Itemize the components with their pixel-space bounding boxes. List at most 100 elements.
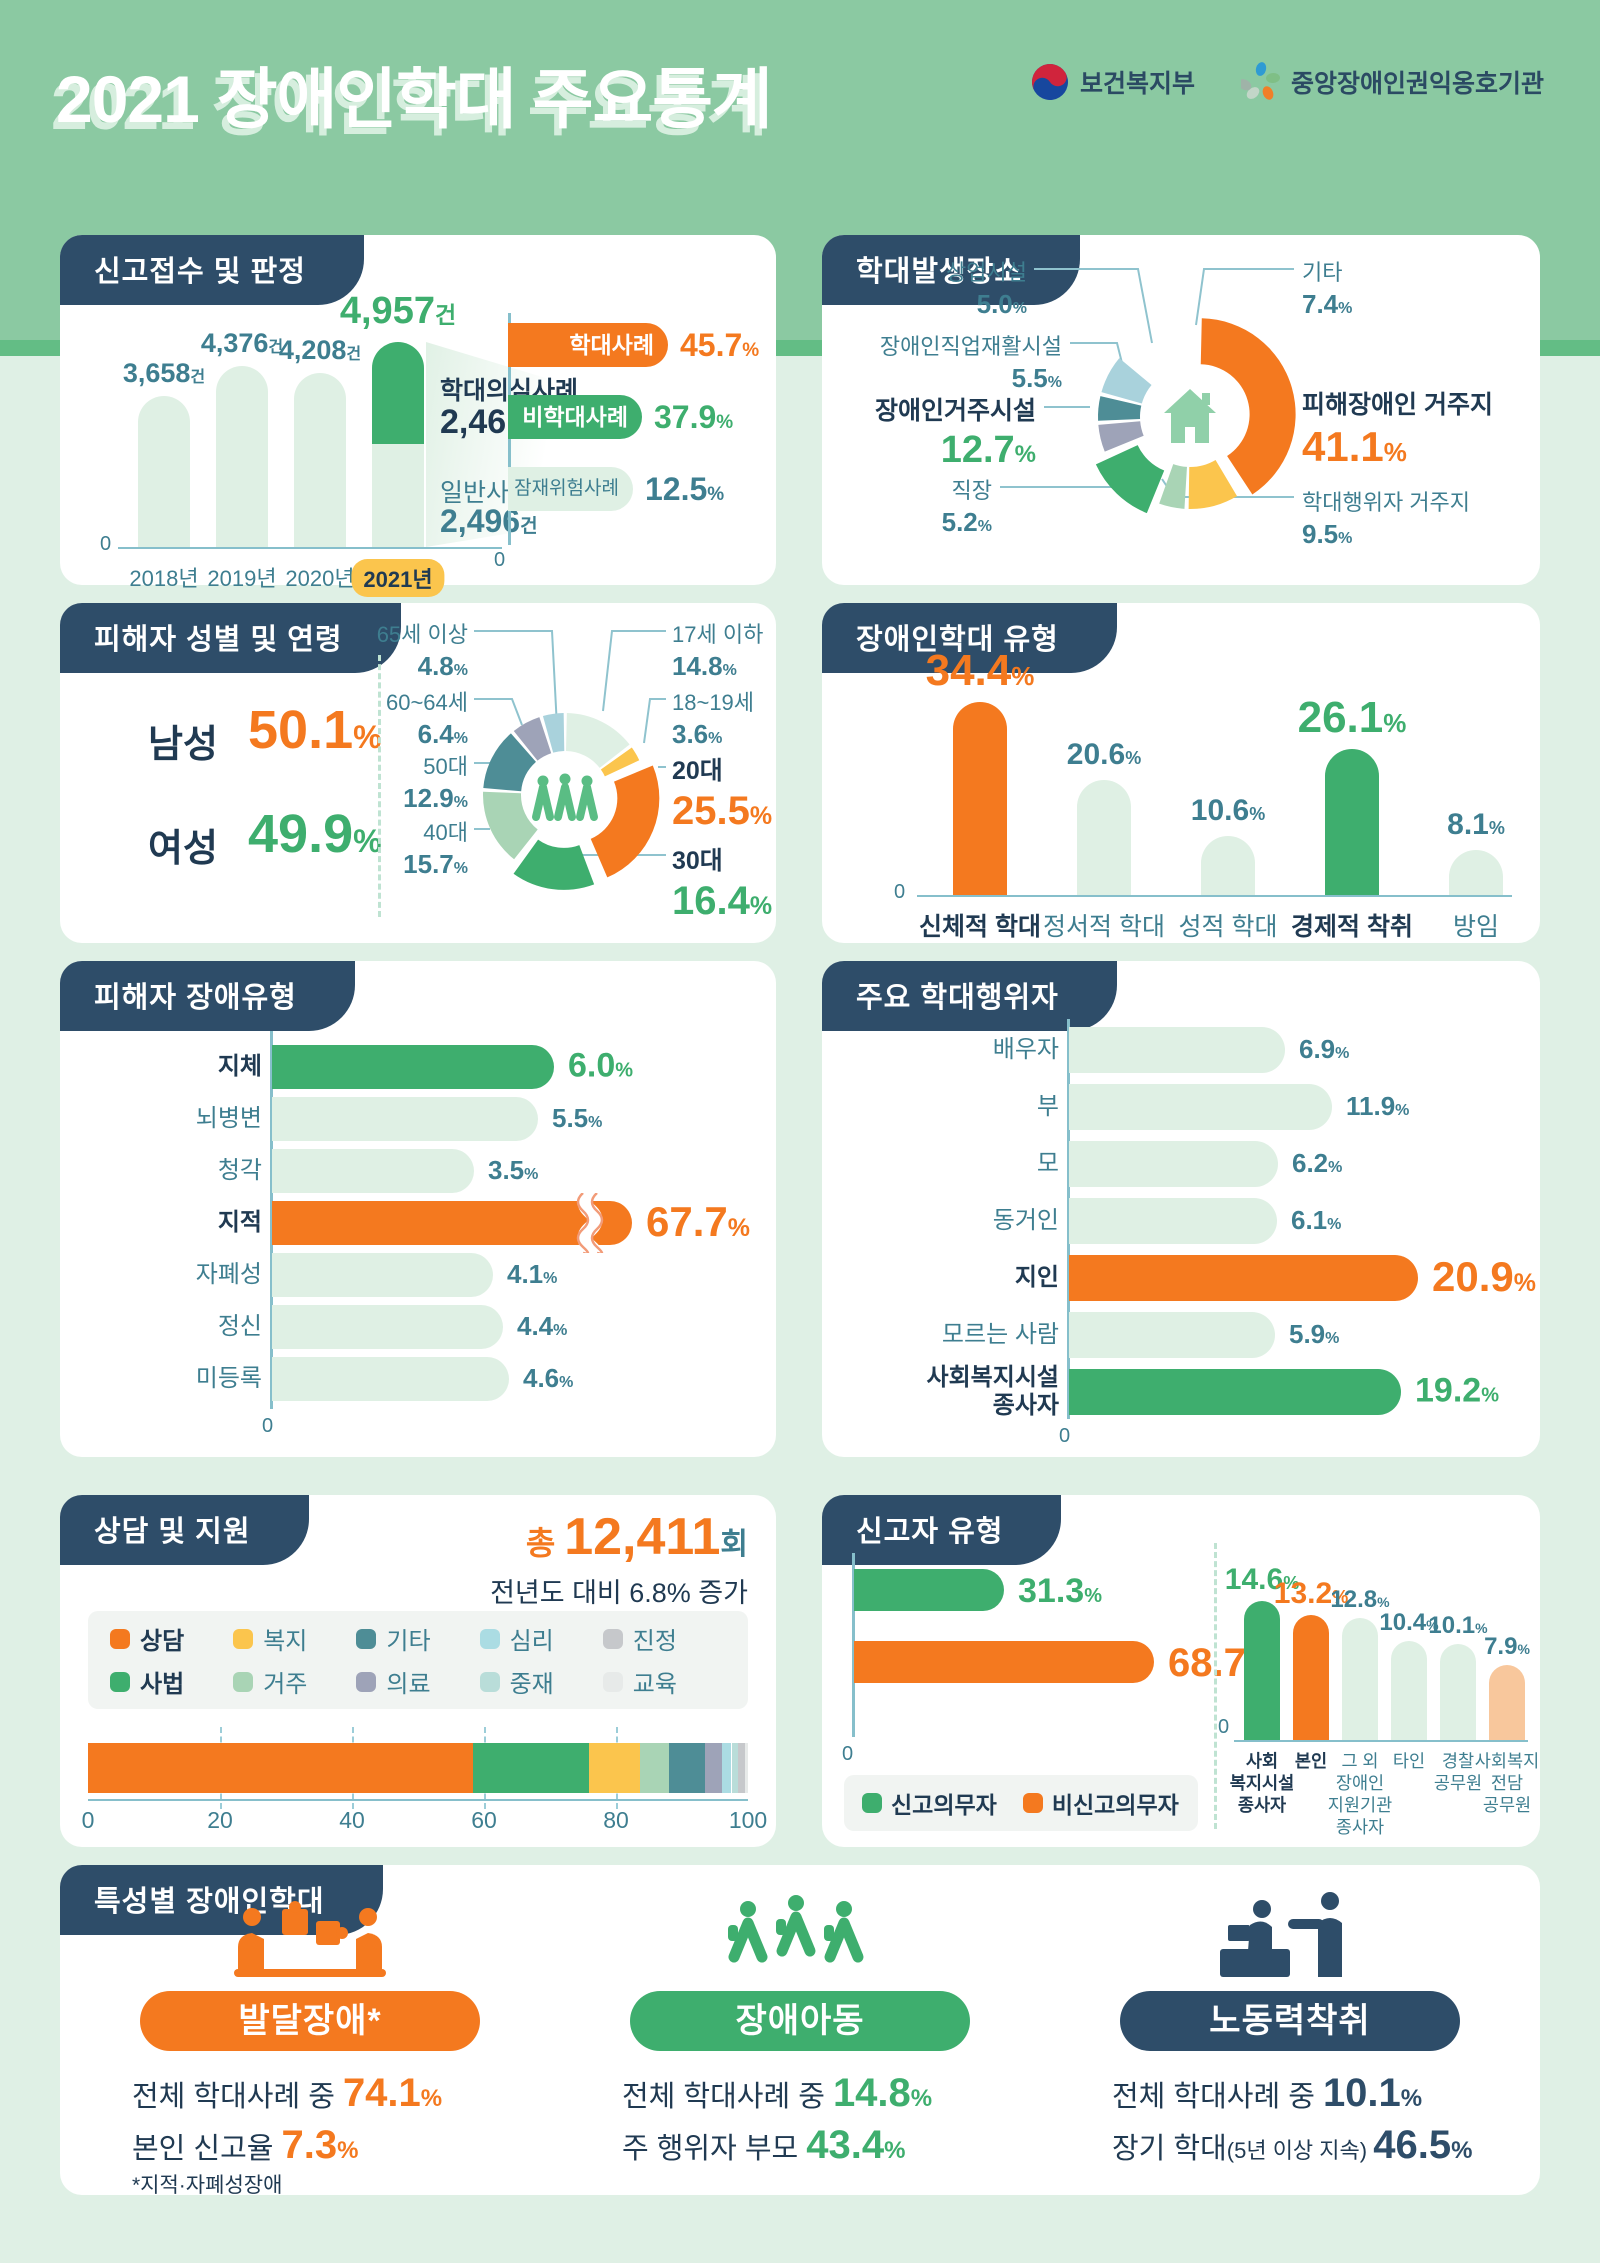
- legend-item: 기타: [356, 1621, 479, 1656]
- legend-swatch: [602, 1671, 623, 1692]
- reporter-bar: [854, 1569, 1004, 1611]
- donut-segment: [513, 717, 552, 761]
- axis-tick-label: 80: [603, 1807, 629, 1833]
- row-value: 4.4%: [517, 1310, 568, 1341]
- column-bar: [1325, 749, 1379, 895]
- row-label: 배우자: [992, 1036, 1059, 1063]
- mohw-emblem-icon: [1030, 62, 1070, 102]
- legend-swatch: [602, 1628, 623, 1649]
- row-bar: [1069, 1198, 1277, 1244]
- bar: [294, 373, 346, 547]
- legend-swatch: [233, 1671, 254, 1692]
- counsel-legend: 상담 사법 복지 거주 기타 의료 심리 중재 진정 교육: [88, 1611, 748, 1709]
- icon-head: [740, 1901, 756, 1917]
- panel-disability-body: 0 지체 6.0% 뇌병변 5.5% 청각 3.5% 지적 67.7% 자폐성 4.1% 정신 4.4%…: [60, 961, 776, 1457]
- column-label: 신체적 학대: [919, 913, 1041, 941]
- row-bar: [272, 1357, 509, 1401]
- row-label: 모: [1036, 1150, 1059, 1177]
- legend-item: 사법: [110, 1664, 233, 1699]
- panel-reporter-body: 031.3%68.7%신고의무자비신고의무자014.6%사회복지시설종사자13.…: [822, 1495, 1540, 1847]
- column-value: 14.6%: [1224, 1563, 1300, 1596]
- axis-tick-label: 40: [339, 1807, 365, 1833]
- row-value: 67.7%: [646, 1198, 750, 1246]
- axis-tick-label: 20: [207, 1807, 233, 1833]
- icon-puzzle-knob: [289, 1901, 301, 1913]
- panel-place: 학대발생장소 피해장애인 거주지 41.1% 학대행위자 거주지 9.5% 직장 5.2%…: [822, 235, 1540, 585]
- row-bar: [272, 1201, 632, 1245]
- row-label: 자폐성: [195, 1261, 262, 1288]
- card-pill: 발달장애*: [140, 1991, 480, 2051]
- counsel-total: 총 12,411회: [525, 1508, 748, 1566]
- stacked-segment: [705, 1743, 722, 1793]
- panel-abuser: 주요 학대행위자 0 배우자 6.9% 부 11.9% 모 6.2% 동거인 6.1% 지인 20.…: [822, 961, 1540, 1457]
- column-value: 10.6%: [1190, 794, 1266, 827]
- icon-head: [836, 1901, 852, 1917]
- panel-disability: 피해자 장애유형 0 지체 6.0% 뇌병변 5.5% 청각 3.5% 지적 67.7% 자폐성 4…: [60, 961, 776, 1457]
- donut-segment: [1200, 318, 1296, 495]
- column-bar: [1077, 780, 1131, 895]
- squiggle-edge: [590, 1193, 604, 1253]
- children-icon: [728, 1895, 864, 1963]
- donut-segment: [483, 791, 538, 860]
- icon-body: [238, 1933, 264, 1969]
- leader-line: [474, 698, 523, 726]
- row-label: 청각: [217, 1157, 262, 1184]
- panel-victim: 피해자 성별 및 연령 남성 50.1% 여성 49.9% 17세 이하 14.8% 18~…: [60, 603, 776, 943]
- house-chimney: [1202, 393, 1210, 405]
- stacked-segment: [731, 1743, 739, 1793]
- legend-swatch: [862, 1793, 882, 1813]
- donut-segment: [1101, 358, 1152, 404]
- axis-break-squiggle: [576, 1193, 604, 1253]
- gender-value: 50.1%: [248, 700, 382, 760]
- column-label: 정서적 학대: [1043, 913, 1165, 941]
- row-bar: [1069, 1369, 1401, 1415]
- legend-item: 교육: [602, 1664, 726, 1699]
- callout-general-value: 2,496건: [440, 503, 538, 539]
- legend-item: 의료: [356, 1664, 479, 1699]
- icon-bag: [728, 1925, 738, 1941]
- place-label-2: 직장 5.2%: [941, 478, 992, 537]
- column-label: 경제적 착취: [1291, 913, 1413, 941]
- leader-line: [1195, 268, 1294, 326]
- reporter-bar: [854, 1641, 1154, 1683]
- axis-zero: 0: [262, 1415, 274, 1437]
- panel-report-body: 0 3,658건 2018년 4,376건 2019년 4,208건 2020년 4,957건…: [60, 235, 776, 597]
- panel-counsel: 상담 및 지원 총 12,411회 전년도 대비 6.8% 증가 상담 사법 복지 거주 기…: [60, 1495, 776, 1847]
- people-icon: [532, 773, 598, 821]
- row-value: 4.1%: [507, 1258, 558, 1289]
- reporter-legend: 신고의무자 비신고의무자: [844, 1775, 1198, 1831]
- donut-segment: [1097, 396, 1142, 421]
- row-bar: [1069, 1141, 1278, 1187]
- row-label: 모르는 사람: [941, 1321, 1059, 1348]
- bar-value: 4,208건: [278, 335, 362, 365]
- column-value: 13.2%: [1273, 1577, 1349, 1610]
- stacked-segment: [738, 1743, 745, 1793]
- place-label-4: 장애인직업재활시설 5.5%: [879, 334, 1062, 393]
- column-value: 12.8%: [1330, 1586, 1390, 1613]
- axis-zero: 0: [100, 533, 112, 555]
- legend-item: 상담: [110, 1621, 233, 1656]
- column-label: 경찰 공무원: [1433, 1751, 1483, 1793]
- donut-segment: [513, 839, 595, 890]
- panel-place-body: 피해장애인 거주지 41.1% 학대행위자 거주지 9.5% 직장 5.2% 장애인거주시설…: [822, 235, 1540, 585]
- advocacy-emblem-icon: [1240, 62, 1281, 102]
- age-label-1: 18~19세 3.6%: [672, 690, 755, 749]
- squiggle-edge: [576, 1193, 590, 1253]
- page-title: 2021 장애인학대 주요통계: [56, 46, 773, 142]
- legend-item: 신고의무자: [862, 1786, 997, 1820]
- place-label-3: 장애인거주시설 12.7%: [874, 397, 1036, 471]
- icon-table: [234, 1969, 386, 1977]
- row-value: 3.5%: [488, 1154, 539, 1185]
- icon-puzzle: [316, 1921, 340, 1945]
- donut-segment: [542, 713, 565, 753]
- person-head: [537, 775, 549, 787]
- donut-segment: [566, 713, 630, 768]
- card-row: 본인 신고율 7.3%: [132, 2123, 359, 2167]
- column-label: 타인: [1392, 1751, 1426, 1771]
- row-value: 5.5%: [552, 1102, 603, 1133]
- x-axis-line: [118, 547, 502, 549]
- legend-swatch: [356, 1628, 377, 1649]
- row-value: 4.6%: [523, 1362, 574, 1393]
- axis-tick-label: 100: [728, 1807, 768, 1833]
- row-value: 5.9%: [1289, 1318, 1340, 1349]
